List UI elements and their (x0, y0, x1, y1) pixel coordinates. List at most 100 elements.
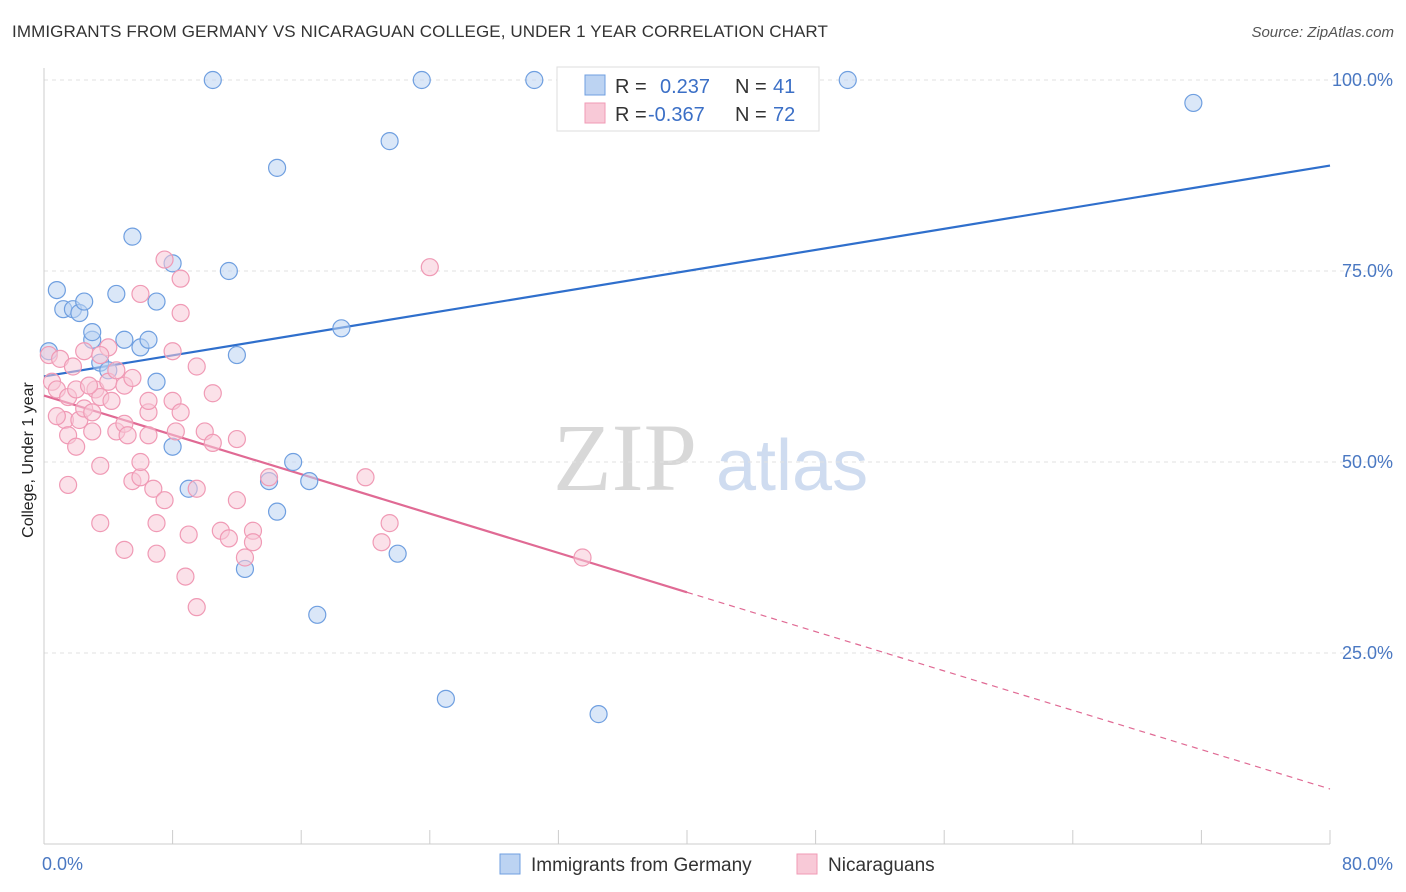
nicaraguans-point-43 (166, 422, 185, 441)
nicaraguans-point-60 (243, 533, 263, 552)
stats-r-value-1: 0.237 (660, 76, 710, 98)
germany-point-17 (163, 437, 182, 456)
grid-lines (44, 79, 1392, 654)
germany-point-25 (267, 502, 287, 521)
nicaraguans-point-57 (227, 491, 246, 510)
y-tick-label-0: 25.0% (1342, 643, 1393, 663)
stats-n-label-1: N = (735, 76, 767, 98)
nicaraguans-point-48 (179, 525, 198, 544)
stats-n-label-2: N = (735, 104, 767, 126)
stats-legend: R = 0.237 N = 41 R = -0.367 N = 72 (556, 66, 820, 132)
bottom-legend: Immigrants from Germany Nicaraguans (499, 853, 935, 876)
germany-point-33 (412, 70, 431, 90)
nicaraguans-point-50 (187, 479, 206, 498)
nicaraguans-point-65 (420, 258, 439, 277)
nicaraguans-point-31 (131, 452, 150, 472)
stats-n-value-2: 72 (773, 104, 795, 126)
nicaraguans-point-61 (259, 468, 279, 487)
nicaraguans-point-56 (227, 429, 246, 449)
stats-r-value-2: -0.367 (648, 104, 705, 126)
germany-point-26 (267, 158, 287, 177)
germany-point-28 (300, 472, 319, 491)
legend-label-nicaraguans: Nicaraguans (828, 855, 935, 876)
x-tick-max: 80.0% (1342, 854, 1393, 874)
nicaraguans-point-45 (171, 269, 190, 288)
nicaraguans-point-41 (163, 342, 182, 361)
nicaraguans-point-35 (139, 391, 158, 410)
nicaraguans-point-27 (118, 426, 137, 445)
nicaraguans-point-40 (155, 250, 174, 269)
nicaraguans-point-37 (147, 514, 166, 533)
germany-point-34 (436, 689, 455, 708)
x-tick-min: 0.0% (42, 854, 83, 874)
germany-point-11 (115, 330, 134, 349)
nicaraguans-point-47 (176, 567, 195, 586)
stats-n-value-1: 41 (773, 76, 795, 98)
nicaraguans-point-26 (115, 540, 134, 559)
nicaraguans-point-70 (47, 407, 66, 426)
germany-point-29 (308, 605, 327, 624)
nicaraguans-point-49 (187, 598, 206, 617)
germany-point-14 (139, 330, 158, 349)
trend-line-1-dashed (686, 591, 1331, 790)
nicaraguans-point-62 (356, 468, 375, 487)
nicaraguans-point-63 (372, 533, 391, 552)
stats-swatch-nicaraguans (584, 102, 606, 124)
stats-swatch-germany (584, 74, 606, 96)
germany-point-35 (525, 70, 544, 90)
germany-point-1 (47, 281, 66, 300)
germany-point-36 (589, 705, 608, 724)
germany-point-10 (107, 284, 126, 304)
nicaraguans-point-32 (131, 284, 150, 304)
nicaraguans-point-44 (171, 303, 190, 323)
y-tick-label-1: 50.0% (1342, 452, 1393, 472)
nicaraguans-point-13 (83, 403, 102, 422)
y-axis-label: College, Under 1 year (20, 382, 37, 538)
nicaraguans-point-34 (139, 426, 158, 445)
nicaraguans-point-53 (203, 384, 222, 403)
axes (43, 68, 1331, 845)
germany-point-39 (1184, 93, 1203, 113)
nicaraguans-point-12 (75, 342, 94, 361)
nicaraguans-point-39 (155, 491, 174, 510)
germany-point-20 (203, 70, 222, 90)
legend-swatch-nicaraguans (796, 853, 818, 875)
germany-point-27 (284, 452, 303, 472)
nicaraguans-point-55 (219, 529, 238, 548)
nicaraguans-point-64 (380, 514, 399, 533)
germany-point-38 (838, 70, 857, 90)
trend-line-0 (43, 164, 1331, 378)
nicaraguans-point-52 (203, 433, 222, 452)
germany-point-15 (147, 372, 166, 391)
nicaraguans-point-67 (91, 345, 110, 365)
legend-swatch-germany (499, 853, 521, 875)
nicaraguans-point-38 (147, 544, 166, 563)
stats-r-label-2: R = (615, 104, 647, 126)
nicaraguans-point-68 (79, 376, 99, 395)
chart-title: IMMIGRANTS FROM GERMANY VS NICARAGUAN CO… (12, 22, 828, 41)
nicaraguans-point-46 (171, 403, 190, 422)
nicaraguans-point-23 (107, 361, 126, 380)
germany-point-21 (219, 261, 238, 281)
nicaraguans-point-7 (63, 357, 83, 376)
nicaraguans-point-21 (102, 391, 121, 410)
nicaraguans-point-58 (235, 548, 255, 567)
y-tick-label-2: 75.0% (1342, 261, 1393, 281)
germany-point-32 (388, 544, 407, 563)
nicaraguans-point-36 (144, 479, 163, 498)
germany-point-5 (75, 292, 94, 311)
watermark-atlas: atlas (716, 426, 868, 506)
data-points (39, 70, 1203, 724)
nicaraguans-point-69 (187, 357, 206, 376)
legend-label-germany: Immigrants from Germany (531, 855, 752, 876)
stats-r-label-1: R = (615, 76, 647, 98)
nicaraguans-point-71 (59, 475, 78, 495)
germany-point-16 (147, 292, 166, 311)
germany-point-30 (332, 319, 351, 338)
nicaraguans-point-18 (91, 514, 110, 533)
nicaraguans-point-29 (123, 368, 142, 388)
nicaraguans-point-16 (91, 456, 110, 475)
germany-point-31 (380, 132, 399, 151)
y-tick-label-3: 100.0% (1332, 70, 1393, 90)
